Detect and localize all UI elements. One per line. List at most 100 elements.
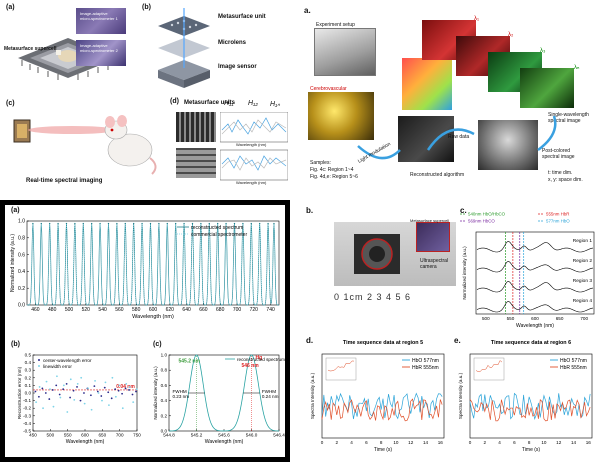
plot-frame: [475, 231, 595, 315]
x-axis-label: Wavelength (nm): [516, 323, 554, 329]
legend-label-2: linewidth error: [43, 364, 72, 369]
h11-label: H₁₁: [224, 100, 234, 107]
legend-label-2: HbR 555nm: [412, 365, 439, 371]
x-tick-label: 8: [528, 440, 531, 445]
x-tick-label: 700: [233, 307, 242, 313]
x-tick-label: 12: [408, 440, 414, 445]
raw-data-image: [398, 116, 454, 162]
linewidth-error-point: [104, 381, 107, 384]
center-error-point: [83, 392, 85, 394]
legend-label: 555nm HbR: [546, 212, 569, 217]
x-tick-label: 640: [182, 307, 191, 313]
legend-label-2: HbR 555nm: [560, 365, 587, 371]
sem-image-2: [176, 148, 216, 178]
linewidth-error-point: [80, 376, 83, 379]
metasurface-unit-label: Metasurface unit: [218, 14, 266, 20]
peak-point: [90, 222, 93, 225]
x-tick-label: 546.0: [246, 433, 258, 438]
x-tick-label: 16: [438, 440, 444, 445]
fwhm1-title: FWHM: [172, 389, 186, 394]
linewidth-error-point: [52, 405, 55, 408]
y-tick-label: 0.1: [25, 383, 32, 388]
center-error-point: [65, 382, 68, 385]
x-tick-label: 0: [321, 440, 324, 445]
center-error-point: [48, 398, 51, 400]
center-error-point: [62, 388, 65, 391]
panel-rb-label: b.: [306, 206, 314, 215]
peak-point: [132, 222, 135, 225]
x-tick-label: 520: [82, 307, 91, 313]
peak-point: [273, 222, 275, 225]
x-axis-label: Wavelength (nm): [66, 439, 105, 445]
x-tick-label: 550: [507, 316, 515, 321]
peak-point: [174, 222, 177, 225]
peak-point: [65, 222, 68, 225]
x-tick-label: 560: [115, 307, 124, 313]
region-label: Region 2: [573, 258, 593, 264]
x-axis-label: Wavelength (nm): [205, 439, 244, 445]
y-tick-label: 0.6: [18, 252, 25, 258]
reconstructed-spectrum-line: [168, 354, 280, 432]
y-tick-label: 0.3: [25, 368, 32, 373]
linewidth-error-point: [87, 387, 90, 390]
microlens-label: Microlens: [218, 40, 247, 46]
linewidth-error-point: [35, 401, 38, 404]
x-tick-label: 4: [498, 440, 501, 445]
x-tick-label: 750: [133, 433, 141, 438]
center-error-point: [128, 389, 130, 391]
peak-point: [183, 222, 185, 225]
y-axis-label: Spectra Intensity (a.u.): [458, 372, 463, 419]
peak1-label: 545.2 nm: [179, 359, 201, 365]
spec-label-1: Image-adaptive micro-spectrometer 1: [80, 11, 118, 21]
peak-point: [166, 222, 168, 225]
x-tick-label: 700: [116, 433, 124, 438]
wavelength-axis-label: Wavelength (nm): [236, 142, 267, 147]
linewidth-error-point: [118, 384, 121, 387]
peak-point: [250, 222, 252, 225]
hbo-line: [469, 392, 591, 421]
x-tick-label: 16: [586, 440, 592, 445]
space-dim-label: x, y: space dim.: [548, 177, 583, 183]
x-tick-label: 14: [571, 440, 577, 445]
y-tick-label: 0.8: [161, 368, 168, 373]
x-tick-label: 460: [31, 307, 40, 313]
y-tick-label: 0.4: [25, 360, 32, 365]
linewidth-error-point: [62, 384, 65, 387]
sensor-stack-illustration: [158, 8, 210, 88]
peak-point: [208, 222, 210, 225]
y-tick-label: 0.4: [18, 269, 25, 275]
linewidth-error-point: [111, 376, 114, 379]
lambdaN-label: λₙ: [574, 65, 580, 71]
mouse-imaging-illustration: [13, 115, 157, 175]
y-tick-label: 0.0: [25, 391, 32, 396]
legend-label-1: reconstructed spectrum: [191, 225, 243, 231]
peak-point: [99, 222, 101, 225]
y-tick-label: 1.0: [161, 353, 168, 358]
legend-label: 577nm HbO: [546, 219, 570, 224]
x-tick-label: 4: [350, 440, 353, 445]
x-tick-label: 660: [199, 307, 208, 313]
samples-region-1: Fig. 4c: Region 1~4: [310, 167, 354, 173]
center-error-point: [55, 384, 58, 387]
panel-c-label: (c): [6, 100, 15, 107]
center-error-point: [100, 395, 103, 397]
panel-re-label: e.: [454, 336, 461, 345]
panel-d-label: (d): [170, 98, 179, 105]
linewidth-error-point: [108, 404, 110, 407]
x-tick-label: 10: [541, 440, 547, 445]
legend-label: 569nm HbCO: [468, 219, 495, 224]
right-bottom-figure: d. Time sequence data at region 5 0 2 4 6 8 10…: [298, 330, 600, 469]
time-series-region6: Time sequence data at region 6 0 2 4 6 8 10 12 1…: [458, 340, 593, 453]
y-tick-label: 0.6: [161, 383, 168, 388]
peak-point: [32, 222, 34, 225]
x-tick-label: 14: [423, 440, 429, 445]
peak-point: [242, 222, 244, 225]
center-error-point: [51, 389, 54, 391]
legend-label-1: center-wavelength error: [43, 358, 92, 363]
center-error-point: [135, 390, 137, 393]
inset-frame: [473, 357, 505, 381]
center-error-point: [110, 397, 113, 400]
lambdaN-image: [520, 68, 574, 108]
linewidth-error-point: [101, 399, 103, 402]
peak-point: [149, 222, 152, 225]
